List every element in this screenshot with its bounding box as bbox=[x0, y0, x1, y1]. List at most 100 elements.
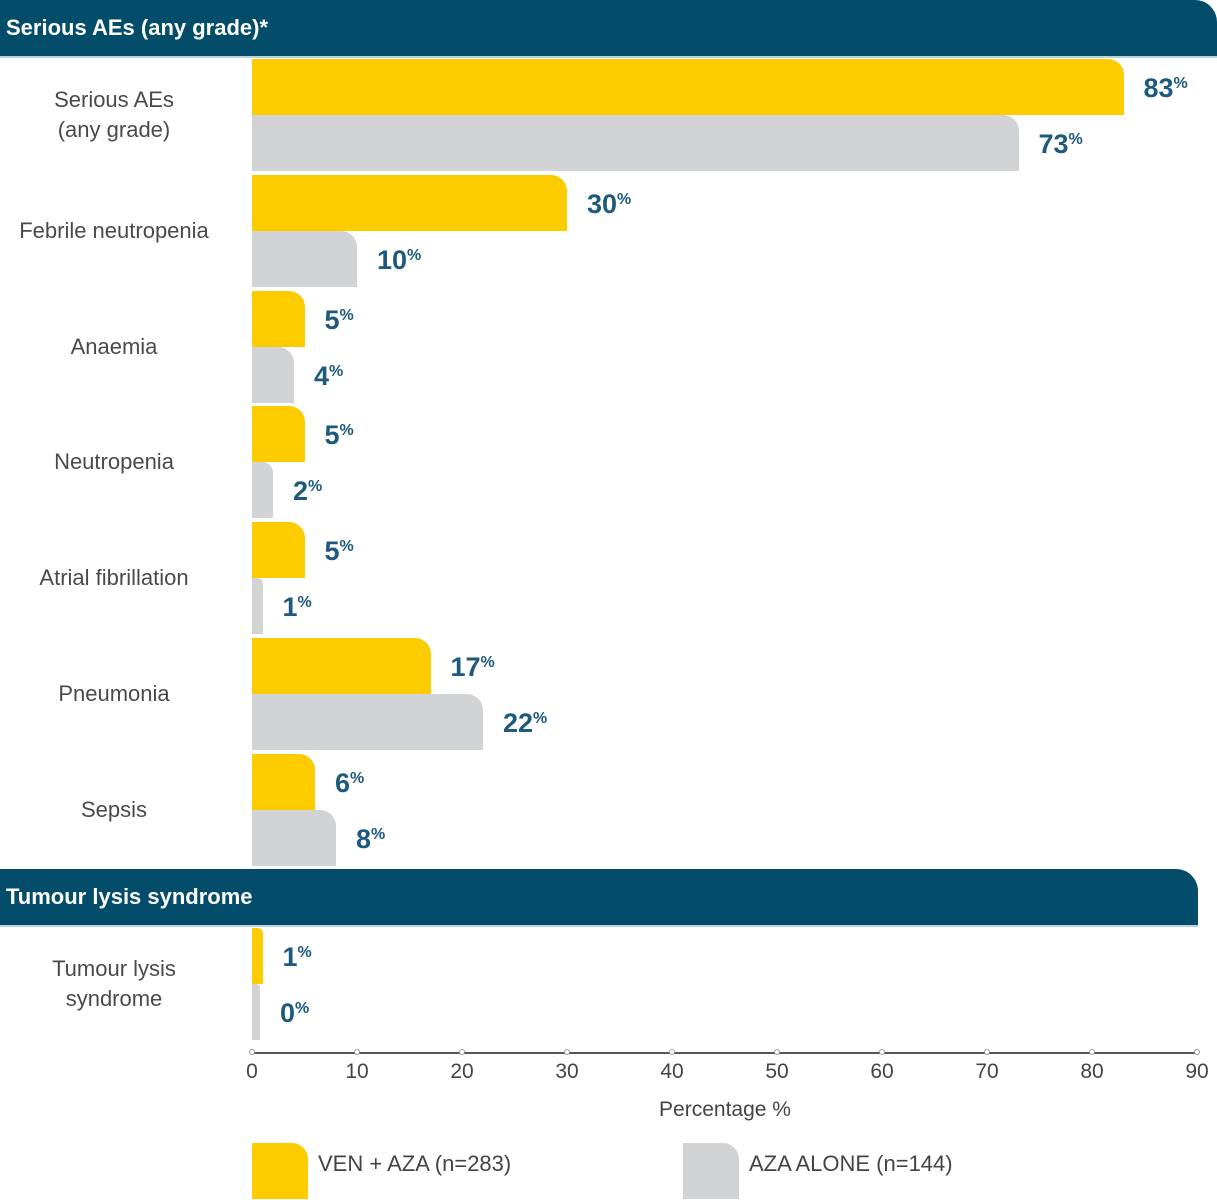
value-label: 83% bbox=[1144, 73, 1188, 103]
value-number: 73 bbox=[1038, 129, 1069, 159]
x-axis-tick bbox=[564, 1049, 570, 1055]
value-number: 5 bbox=[324, 536, 340, 567]
percent-sign: % bbox=[371, 825, 386, 843]
value-label: 2% bbox=[293, 476, 322, 506]
x-tick-label: 50 bbox=[765, 1060, 789, 1083]
x-tick-label: 10 bbox=[345, 1060, 369, 1083]
percent-sign: % bbox=[308, 478, 323, 496]
percent-sign: % bbox=[1173, 75, 1188, 92]
x-axis-line bbox=[252, 1052, 1197, 1054]
value-label: 1% bbox=[283, 942, 312, 972]
legend-swatch-ven-aza bbox=[252, 1143, 308, 1199]
x-axis-tick bbox=[774, 1049, 780, 1055]
value-number: 2 bbox=[293, 476, 309, 507]
value-number: 0 bbox=[280, 998, 296, 1028]
x-tick-label: 80 bbox=[1080, 1060, 1104, 1083]
value-number: 6 bbox=[335, 767, 351, 798]
x-axis-tick bbox=[879, 1049, 885, 1055]
value-number: 8 bbox=[356, 823, 372, 854]
percent-sign: % bbox=[297, 594, 312, 612]
bar-ven-aza bbox=[252, 290, 305, 347]
percent-sign: % bbox=[480, 654, 495, 671]
value-number: 1 bbox=[282, 942, 298, 972]
percent-sign: % bbox=[533, 710, 548, 727]
x-tick-label: 30 bbox=[555, 1060, 579, 1083]
category-label: Anaemia bbox=[70, 333, 158, 359]
value-label: 30% bbox=[587, 189, 631, 219]
percent-sign: % bbox=[339, 306, 354, 324]
percent-sign: % bbox=[339, 538, 354, 556]
value-label: 8% bbox=[356, 824, 385, 854]
category-label: Serious AEs (any grade) bbox=[54, 87, 174, 142]
category-label: Febrile neutropenia bbox=[19, 217, 209, 243]
value-label: 1% bbox=[283, 592, 312, 622]
percent-sign: % bbox=[350, 769, 365, 787]
section-header: Tumour lysis syndrome bbox=[0, 869, 1198, 925]
value-number: 22 bbox=[503, 708, 534, 738]
value-label: 0% bbox=[280, 998, 309, 1028]
section-header-divider bbox=[0, 56, 1217, 58]
value-label: 5% bbox=[325, 305, 354, 335]
x-axis-tick bbox=[354, 1049, 360, 1055]
x-tick-label: 20 bbox=[450, 1060, 474, 1083]
x-axis-title: Percentage % bbox=[659, 1098, 791, 1121]
x-axis-tick bbox=[669, 1049, 675, 1055]
bar-ven-aza bbox=[252, 522, 305, 579]
value-number: 5 bbox=[324, 420, 340, 451]
section-header-divider bbox=[0, 925, 1198, 927]
bar-aza-alone bbox=[252, 984, 260, 1040]
bar-ven-aza bbox=[252, 59, 1124, 115]
percent-sign: % bbox=[295, 1000, 310, 1017]
value-number: 83 bbox=[1143, 73, 1174, 103]
x-tick-label: 0 bbox=[246, 1060, 258, 1083]
bar-aza-alone bbox=[252, 462, 273, 519]
legend-label: AZA ALONE (n=144) bbox=[749, 1151, 953, 1176]
value-number: 30 bbox=[587, 188, 618, 219]
category-label: Atrial fibrillation bbox=[39, 565, 189, 591]
percent-sign: % bbox=[297, 944, 312, 961]
legend-label: VEN + AZA (n=283) bbox=[318, 1151, 512, 1176]
value-number: 1 bbox=[282, 592, 298, 623]
bar-aza-alone bbox=[252, 809, 336, 866]
category-label: Neutropenia bbox=[54, 449, 174, 475]
value-label: 10% bbox=[377, 245, 421, 275]
percent-sign: % bbox=[407, 246, 422, 264]
section-header: Serious AEs (any grade)* bbox=[0, 0, 1217, 56]
bar-aza-alone bbox=[252, 115, 1019, 171]
x-tick-label: 60 bbox=[870, 1060, 894, 1083]
value-label: 73% bbox=[1039, 129, 1083, 159]
value-label: 5% bbox=[325, 536, 354, 566]
x-axis-tick bbox=[459, 1049, 465, 1055]
value-number: 10 bbox=[377, 244, 408, 275]
x-axis-tick bbox=[1089, 1049, 1095, 1055]
value-label: 4% bbox=[314, 361, 343, 391]
bar-ven-aza bbox=[252, 928, 263, 984]
percent-sign: % bbox=[617, 190, 632, 208]
category-label: Sepsis bbox=[80, 796, 148, 822]
value-number: 17 bbox=[450, 652, 481, 682]
category-label: Tumour lysis syndrome bbox=[52, 956, 176, 1011]
bar-ven-aza bbox=[252, 406, 305, 463]
x-tick-label: 90 bbox=[1185, 1060, 1209, 1083]
percent-sign: % bbox=[1068, 131, 1083, 148]
x-axis-tick bbox=[1194, 1049, 1200, 1055]
value-label: 17% bbox=[451, 652, 495, 682]
bar-aza-alone bbox=[252, 346, 294, 403]
x-axis-tick bbox=[249, 1049, 255, 1055]
percent-sign: % bbox=[329, 362, 344, 380]
percent-sign: % bbox=[339, 422, 354, 440]
x-tick-label: 40 bbox=[660, 1060, 684, 1083]
bar-aza-alone bbox=[252, 694, 483, 750]
bar-aza-alone bbox=[252, 578, 263, 635]
value-number: 4 bbox=[314, 360, 330, 391]
legend-swatch-aza-alone bbox=[683, 1143, 739, 1199]
x-tick-label: 70 bbox=[975, 1060, 999, 1083]
value-label: 6% bbox=[335, 768, 364, 798]
x-axis-tick bbox=[984, 1049, 990, 1055]
value-label: 22% bbox=[503, 708, 547, 738]
bar-ven-aza bbox=[252, 753, 315, 810]
value-number: 5 bbox=[324, 304, 340, 335]
value-label: 5% bbox=[325, 420, 354, 450]
bar-ven-aza bbox=[252, 174, 567, 231]
category-label: Pneumonia bbox=[58, 681, 170, 706]
